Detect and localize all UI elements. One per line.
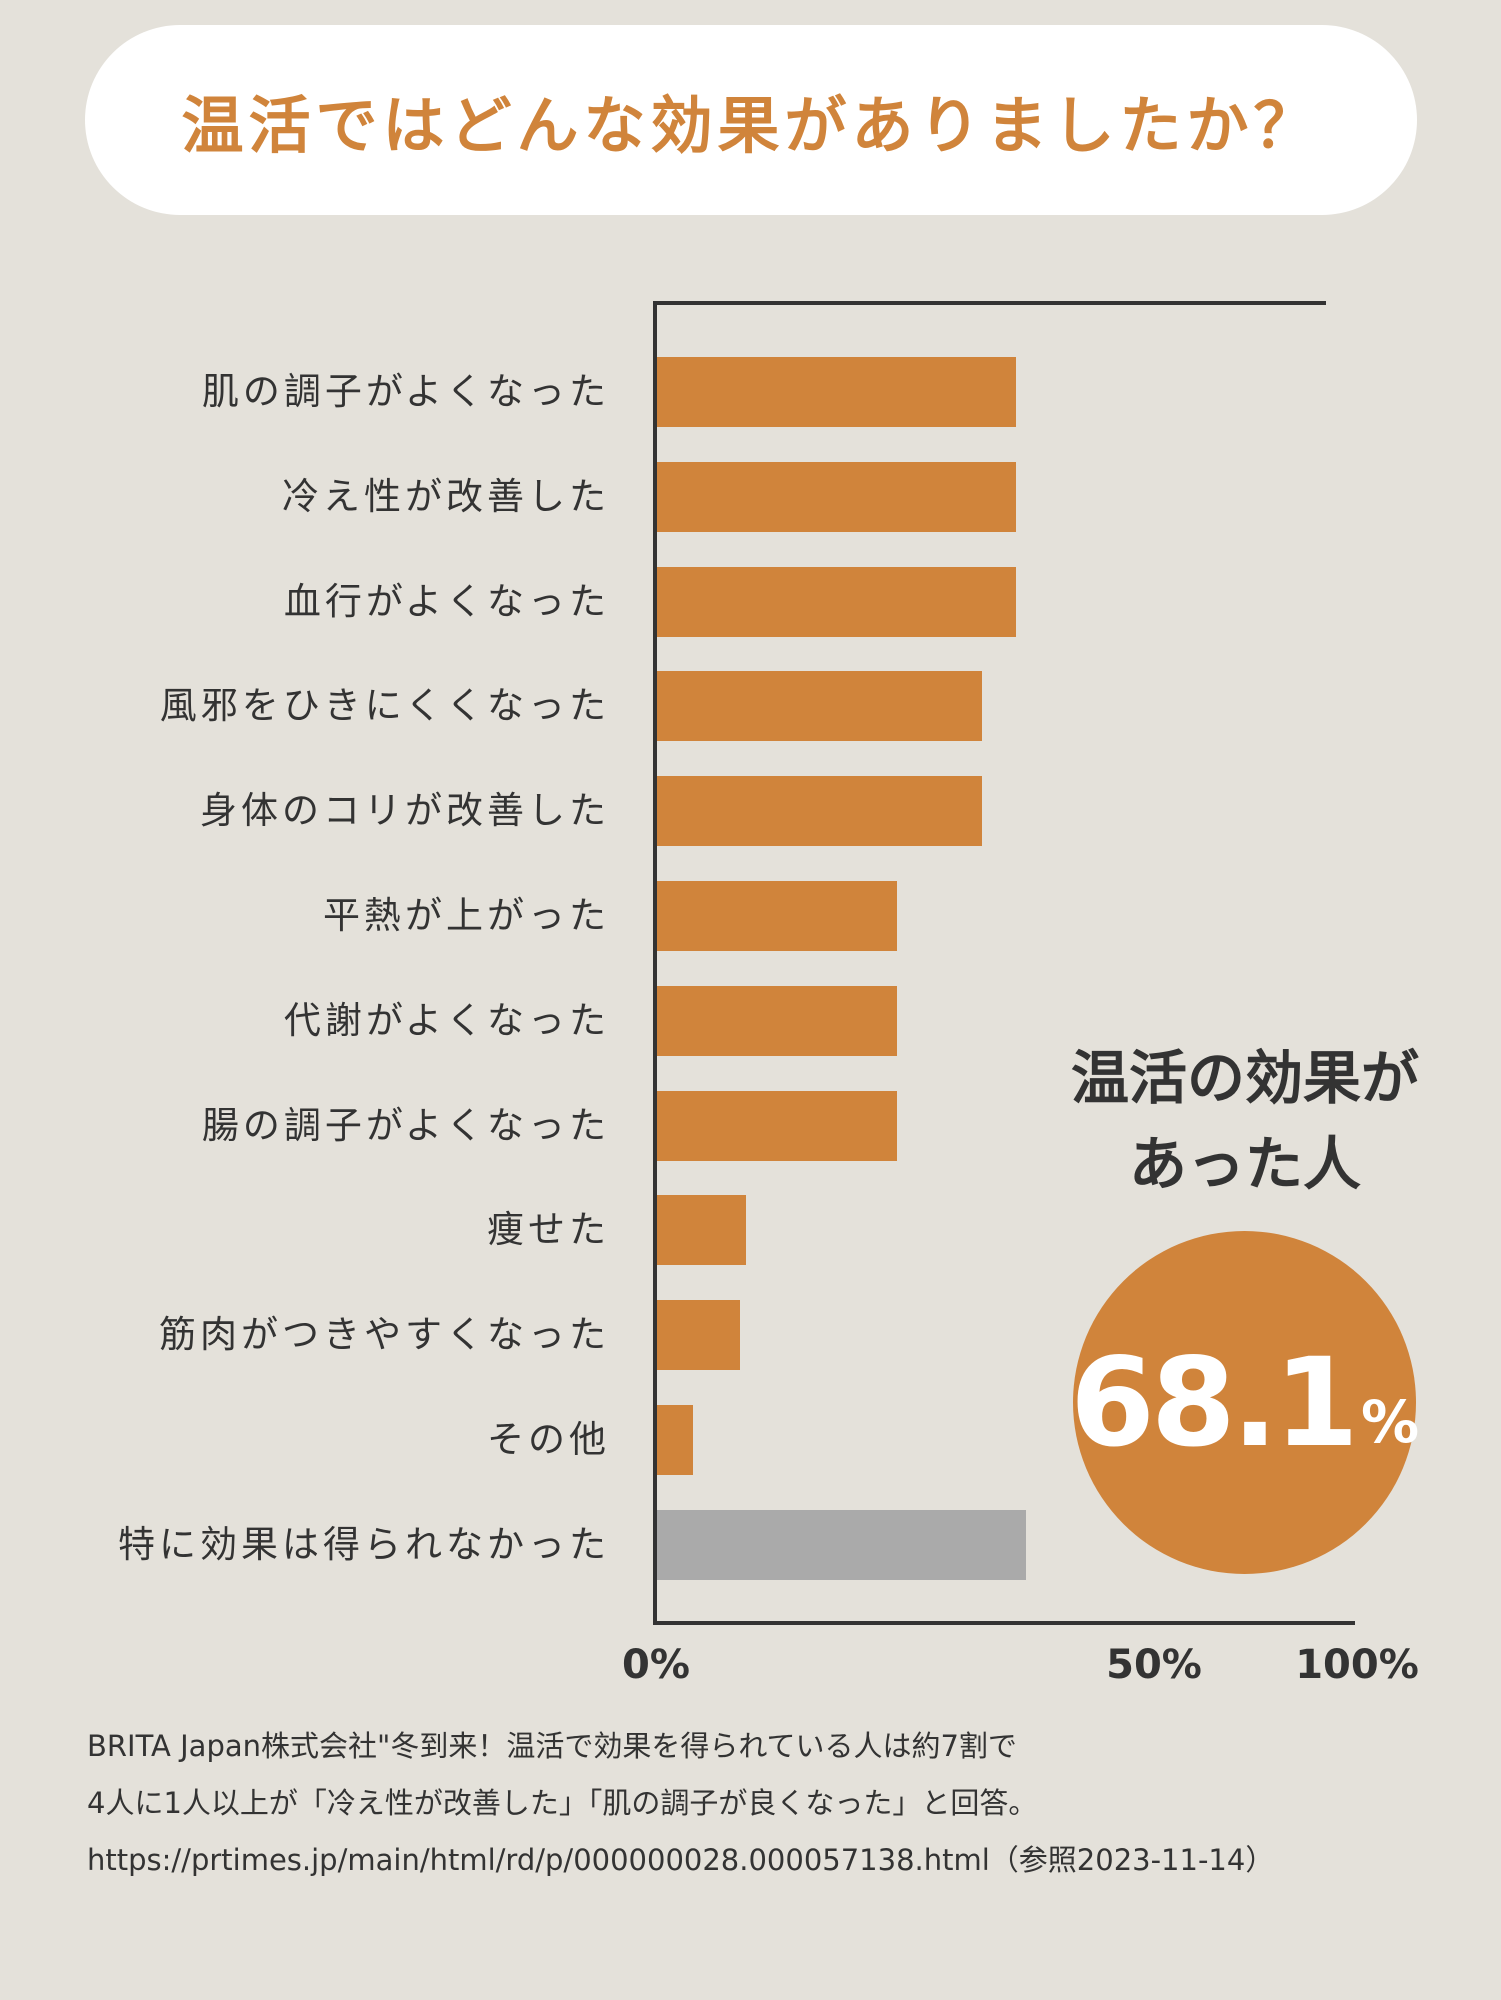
title-banner: 温活ではどんな効果がありましたか？ [85,25,1417,215]
bar-effect [657,1195,746,1265]
category-label: 冷え性が改善した [282,475,610,518]
axis-x-line [654,1621,1355,1625]
category-label: 血行がよくなった [283,580,610,623]
x-tick-0: 0% [622,1642,690,1688]
axis-top-line [654,301,1326,305]
source-line-3: https://prtimes.jp/main/html/rd/p/000000… [87,1843,1275,1877]
category-label: その他 [487,1418,610,1461]
percentage-circle: 68.1 % [1069,1231,1420,1574]
bar-effect [657,671,982,741]
bar-row: 身体のコリが改善した [0,776,1501,846]
bar-chart: 肌の調子がよくなった冷え性が改善した 血行がよくなった風邪をひきにくくなった身体の… [0,301,1501,1688]
category-label: 痩せた [487,1208,610,1251]
source-citation: BRITA Japan株式会社"冬到来！温活で効果を得られている人は約7割で 4… [87,1718,1274,1889]
bar-effect [657,462,1016,532]
bar-effect [657,1300,740,1370]
callout-line-1: 温活の効果が [1070,1044,1419,1112]
bar-effect [657,357,1016,427]
bar-row: 腸の調子がよくなった [0,1091,1501,1161]
bar-effect [657,986,897,1056]
bar-row: 血行がよくなった [0,567,1501,637]
category-label: 平熱が上がった [323,894,610,937]
bar-row: 平熱が上がった [0,881,1501,951]
source-line-2: 4人に1人以上が「冷え性が改善した」「肌の調子が良くなった」と回答。 [87,1786,1038,1820]
axis-y-line [653,301,657,1625]
x-tick-50: 50% [1106,1642,1202,1688]
bar-effect [657,776,982,846]
percentage-unit: % [1360,1387,1420,1456]
bar-row: 痩せた [0,1195,1501,1265]
bar-no-effect [657,1510,1026,1580]
bar-row: 冷え性が改善した [0,462,1501,532]
percentage-value: 68.1 [1069,1331,1359,1474]
bar-effect [657,1405,693,1475]
category-label: 身体のコリが改善した [200,789,610,832]
bar-effect [657,567,1016,637]
category-label: 風邪をひきにくくなった [159,684,610,727]
bar-row: その他 [0,1405,1501,1475]
bar-effect [657,881,897,951]
category-label: 代謝がよくなった [283,999,610,1042]
page-title: 温活ではどんな効果がありましたか？ [181,89,1321,162]
source-line-1: BRITA Japan株式会社"冬到来！温活で効果を得られている人は約7割で [87,1729,1017,1763]
bar-row: 風邪をひきにくくなった [0,671,1501,741]
bar-effect [657,1091,897,1161]
category-label: 腸の調子がよくなった [201,1104,610,1147]
category-label: 肌の調子がよくなった [201,370,610,413]
bar-row: 代謝がよくなった [0,986,1501,1056]
bar-row: 肌の調子がよくなった [0,357,1501,427]
bar-row: 特に効果は得られなかった [0,1510,1501,1580]
callout-line-2: あった人 [1128,1130,1361,1198]
callout-heading: 温活の効果が あった人 [1040,1035,1450,1207]
bar-row: 筋肉がつきやすくなった [0,1300,1501,1370]
x-tick-100: 100% [1295,1642,1419,1688]
category-label: 筋肉がつきやすくなった [159,1313,610,1356]
category-label: 特に効果は得られなかった [118,1523,610,1566]
